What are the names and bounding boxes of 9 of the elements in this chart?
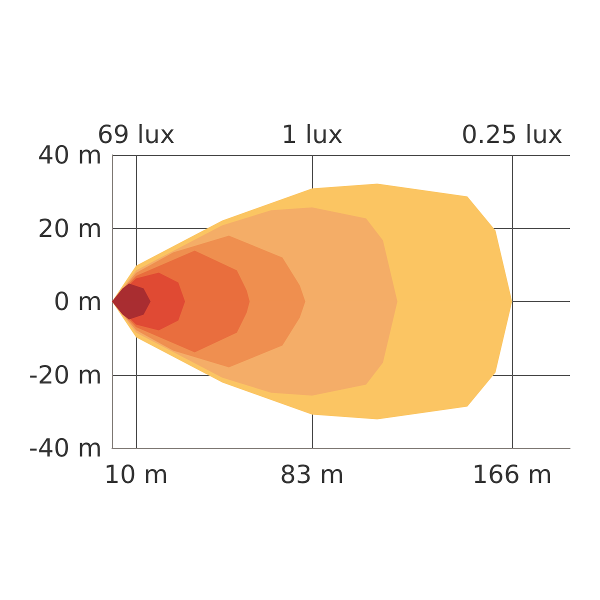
y-tick-label: -20 m [28,360,102,390]
y-tick-label: 20 m [38,214,102,243]
text: 0.25 lux [462,120,563,149]
x-tick-label: 10 m [104,460,168,489]
y-tick-label: -40 m [28,434,102,462]
x-tick-label: 83 m [280,460,344,489]
text: 1 lux [281,120,343,149]
x-tick-label: 166 m [472,460,552,489]
y-tick-label: 0 m [54,287,102,316]
